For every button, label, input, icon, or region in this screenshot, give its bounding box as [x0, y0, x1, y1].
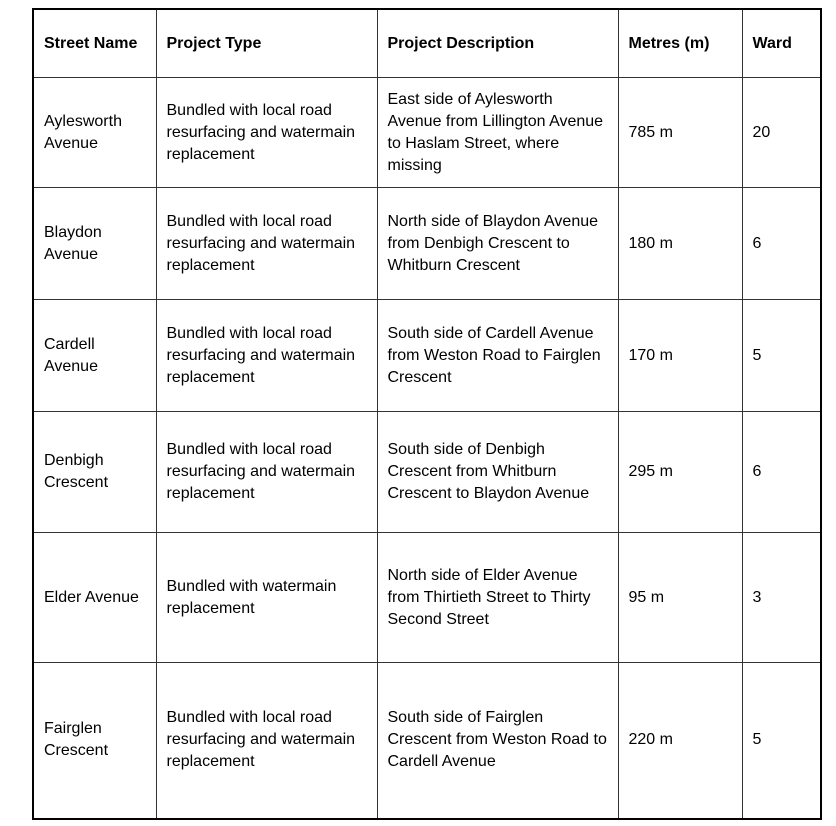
- project-description-cell: North side of Elder Avenue from Thirtiet…: [376, 532, 619, 663]
- project-type-cell: Bundled with local road resurfacing and …: [155, 77, 378, 188]
- project-description-cell: East side of Aylesworth Avenue from Lill…: [376, 77, 619, 188]
- street-name-cell: Elder Avenue: [32, 532, 157, 663]
- project-type-cell: Bundled with local road resurfacing and …: [155, 411, 378, 533]
- ward-cell: 3: [741, 532, 822, 663]
- table-header-row: Street Name Project Type Project Descrip…: [32, 8, 822, 78]
- table-row: Elder Avenue Bundled with watermain repl…: [32, 532, 822, 663]
- project-type-cell: Bundled with local road resurfacing and …: [155, 187, 378, 300]
- project-type-cell: Bundled with watermain replacement: [155, 532, 378, 663]
- project-type-cell: Bundled with local road resurfacing and …: [155, 299, 378, 412]
- column-header-ward: Ward: [741, 8, 822, 78]
- table-row: Blaydon Avenue Bundled with local road r…: [32, 187, 822, 300]
- ward-cell: 5: [741, 662, 822, 819]
- ward-cell: 6: [741, 187, 822, 300]
- road-projects-table: Street Name Project Type Project Descrip…: [32, 8, 822, 820]
- column-header-metres: Metres (m): [617, 8, 743, 78]
- project-description-cell: South side of Cardell Avenue from Weston…: [376, 299, 619, 412]
- table-row: Fairglen Crescent Bundled with local roa…: [32, 662, 822, 819]
- ward-cell: 6: [741, 411, 822, 533]
- ward-cell: 20: [741, 77, 822, 188]
- metres-cell: 295 m: [617, 411, 743, 533]
- metres-cell: 785 m: [617, 77, 743, 188]
- street-name-cell: Cardell Avenue: [32, 299, 157, 412]
- street-name-cell: Denbigh Crescent: [32, 411, 157, 533]
- metres-cell: 220 m: [617, 662, 743, 819]
- column-header-street-name: Street Name: [32, 8, 157, 78]
- table-row: Cardell Avenue Bundled with local road r…: [32, 299, 822, 412]
- street-name-cell: Fairglen Crescent: [32, 662, 157, 819]
- street-name-cell: Aylesworth Avenue: [32, 77, 157, 188]
- project-type-cell: Bundled with local road resurfacing and …: [155, 662, 378, 819]
- metres-cell: 180 m: [617, 187, 743, 300]
- table-row: Denbigh Crescent Bundled with local road…: [32, 411, 822, 533]
- project-description-cell: North side of Blaydon Avenue from Denbig…: [376, 187, 619, 300]
- metres-cell: 170 m: [617, 299, 743, 412]
- column-header-project-type: Project Type: [155, 8, 378, 78]
- project-description-cell: South side of Denbigh Crescent from Whit…: [376, 411, 619, 533]
- ward-cell: 5: [741, 299, 822, 412]
- table-row: Aylesworth Avenue Bundled with local roa…: [32, 77, 822, 188]
- project-description-cell: South side of Fairglen Crescent from Wes…: [376, 662, 619, 819]
- column-header-project-description: Project Description: [376, 8, 619, 78]
- metres-cell: 95 m: [617, 532, 743, 663]
- street-name-cell: Blaydon Avenue: [32, 187, 157, 300]
